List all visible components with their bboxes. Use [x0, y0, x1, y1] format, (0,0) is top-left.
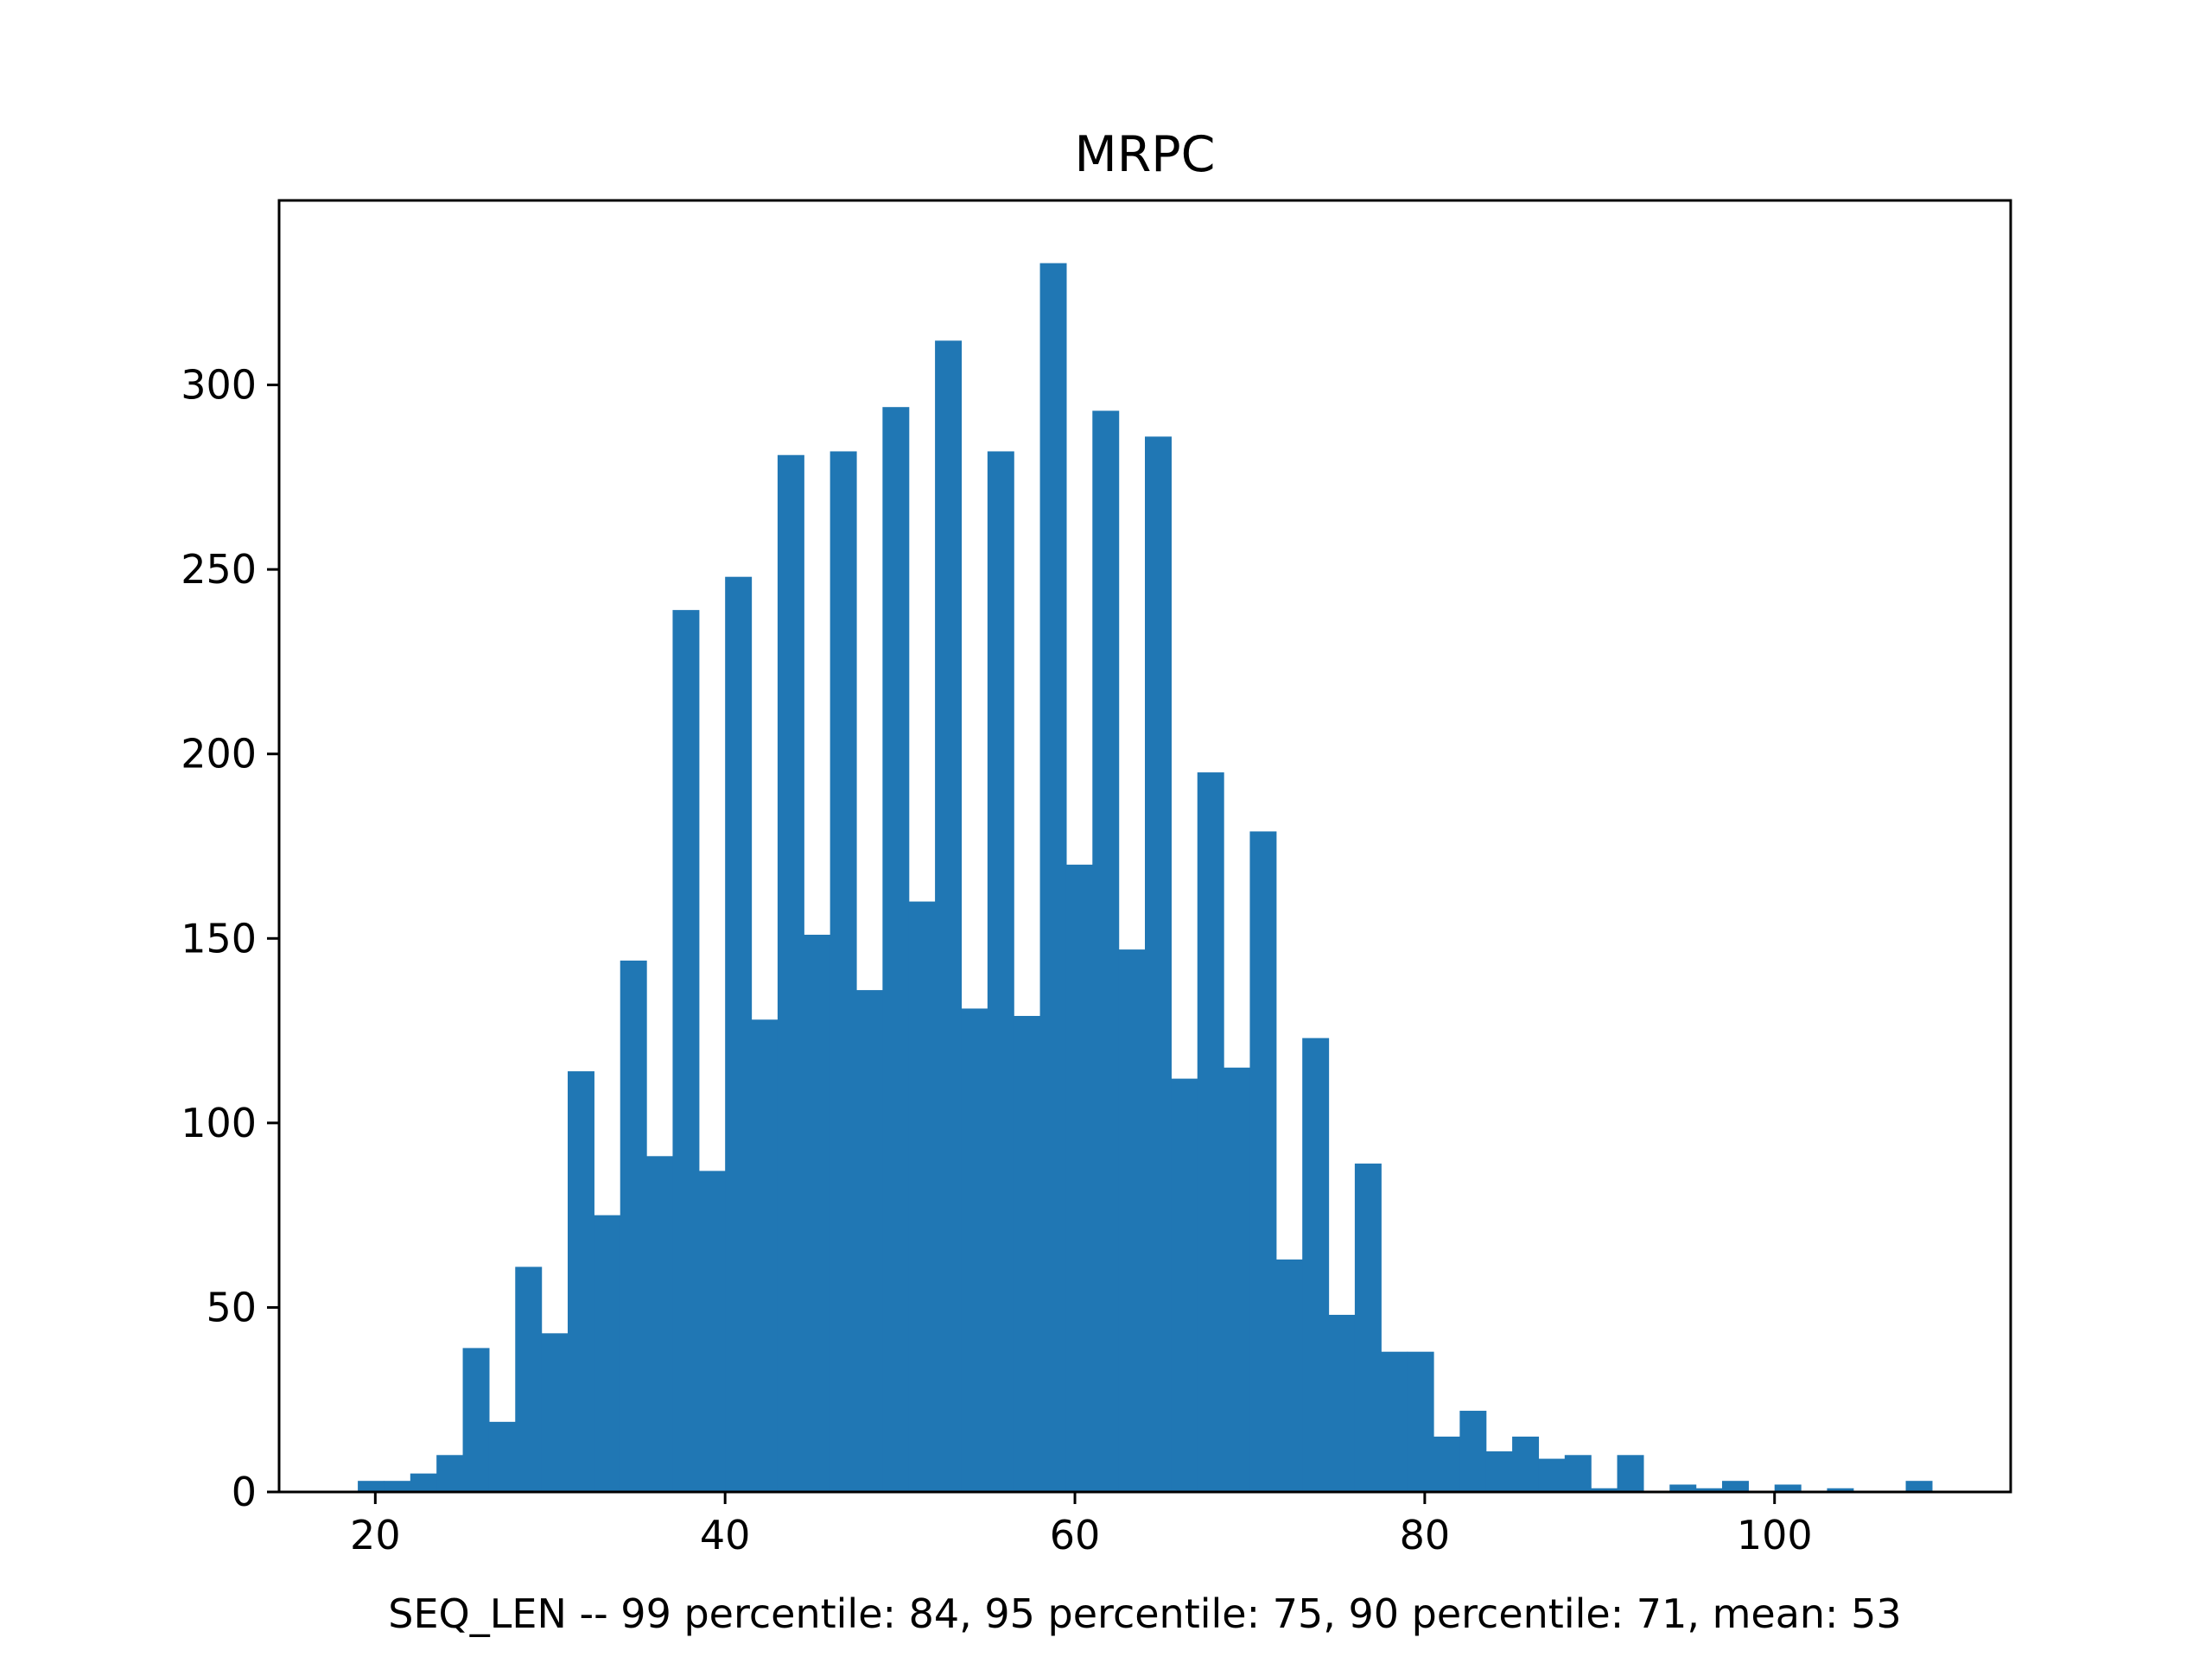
histogram-bar	[488, 1421, 516, 1492]
y-tick-label: 0	[232, 1469, 257, 1515]
histogram-bar	[462, 1348, 490, 1492]
histogram-bar	[1722, 1481, 1749, 1492]
x-axis-label: SEQ_LEN -- 99 percentile: 84, 95 percent…	[388, 1590, 1901, 1637]
x-tick-label: 20	[350, 1512, 401, 1558]
x-tick-label: 40	[700, 1512, 751, 1558]
histogram-bar	[1275, 1259, 1303, 1492]
histogram-bar	[436, 1455, 464, 1492]
histogram-bar	[935, 340, 963, 1492]
y-tick-label: 100	[181, 1100, 257, 1146]
x-tick-label: 100	[1737, 1512, 1813, 1558]
bars-layer	[358, 263, 1933, 1493]
y-tick-label: 150	[181, 915, 257, 962]
histogram-bar	[672, 610, 700, 1492]
histogram-bar	[1433, 1436, 1460, 1492]
histogram-bar	[804, 935, 831, 1492]
histogram-bar	[594, 1215, 621, 1492]
histogram-bar	[1092, 410, 1120, 1493]
histogram-bar	[725, 576, 753, 1493]
histogram-bar	[358, 1481, 385, 1492]
histogram-bar	[1564, 1455, 1592, 1492]
y-tick-label: 250	[181, 546, 257, 593]
histogram-bar	[1695, 1488, 1723, 1492]
x-tick-label: 80	[1400, 1512, 1451, 1558]
chart-title: MRPC	[1075, 126, 1216, 183]
histogram-bar	[751, 1019, 779, 1492]
histogram-bar	[1591, 1488, 1618, 1492]
histogram-bar	[1065, 864, 1093, 1492]
histogram-bar	[1485, 1451, 1513, 1492]
histogram-bar	[987, 451, 1014, 1493]
histogram-bar	[961, 1008, 988, 1492]
ticks-layer: 20 40 60 80 100 0 50 100 150 200 250 300	[181, 362, 1812, 1558]
histogram-bar	[1381, 1351, 1408, 1492]
histogram-bar	[908, 901, 936, 1492]
histogram-bar	[1512, 1436, 1540, 1492]
histogram-bar	[568, 1071, 594, 1492]
y-tick-label: 300	[181, 362, 257, 409]
x-tick-label: 60	[1050, 1512, 1101, 1558]
histogram-bar	[1014, 1015, 1041, 1492]
y-tick-label: 200	[181, 731, 257, 778]
histogram-bar	[620, 960, 647, 1492]
histogram-bar	[830, 451, 857, 1493]
y-tick-label: 50	[206, 1284, 257, 1330]
histogram-bar	[1669, 1484, 1697, 1492]
histogram-bar	[1905, 1481, 1933, 1492]
histogram-bar	[1538, 1458, 1566, 1492]
histogram-bar	[1302, 1038, 1330, 1492]
histogram-bar	[1354, 1163, 1382, 1492]
histogram-bar	[515, 1266, 543, 1492]
axes-frame	[277, 199, 2012, 1494]
histogram-bar	[541, 1333, 569, 1492]
histogram-bar	[1197, 772, 1224, 1492]
histogram-bar	[1171, 1078, 1198, 1492]
histogram-bar	[1145, 436, 1172, 1492]
histogram-bar	[1774, 1484, 1802, 1492]
histogram-bar	[1224, 1067, 1251, 1492]
histogram-bar	[882, 407, 910, 1493]
histogram-bar	[384, 1481, 411, 1492]
histogram-bar	[646, 1156, 674, 1492]
histogram-bar	[1407, 1351, 1434, 1492]
histogram-bar	[777, 454, 804, 1492]
histogram-bar	[856, 990, 883, 1492]
histogram-bar	[698, 1171, 726, 1492]
histogram-bar	[1118, 949, 1146, 1492]
histogram-bar	[410, 1473, 437, 1492]
histogram-bar	[1459, 1411, 1487, 1492]
histogram-bar	[1827, 1488, 1854, 1492]
histogram-bar	[1328, 1314, 1356, 1492]
histogram-bar	[1617, 1455, 1644, 1492]
histogram-bar	[1039, 263, 1067, 1492]
histogram-bar	[1249, 831, 1277, 1492]
